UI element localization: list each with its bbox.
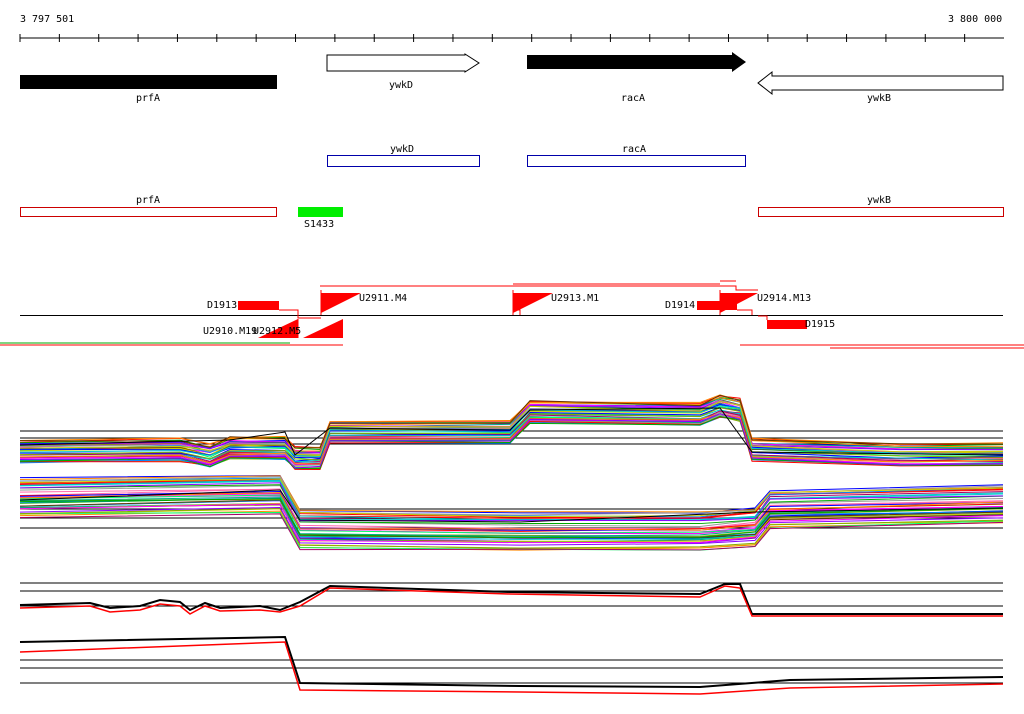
U2912-marker[interactable] (303, 319, 343, 338)
gene-ywkD-arrow[interactable] (326, 53, 480, 73)
summary-panel-forward (19, 582, 1003, 617)
cds-prfA-box[interactable] (20, 207, 277, 217)
panel1-mean-line (19, 407, 1004, 456)
cds-racA-label: racA (621, 144, 647, 155)
cds-track (20, 155, 1004, 217)
U2914-label: U2914.M13 (757, 293, 812, 304)
expression-series-line (19, 506, 1004, 546)
ruler-end-label: 3 800 000 (948, 14, 1003, 25)
panel2-mean-line (19, 489, 1004, 523)
gene-prfA-label: prfA (135, 93, 161, 104)
expression-series-line (19, 482, 1004, 522)
expression-series-line (19, 484, 1004, 525)
U2914-marker[interactable] (720, 293, 758, 313)
gene-ywkB-arrow[interactable] (757, 70, 1004, 96)
expression-series-line (19, 496, 1004, 537)
expression-series-line (19, 394, 1004, 449)
coordinate-ruler (19, 34, 1004, 42)
cds-ywkB-label: ywkB (866, 195, 892, 206)
expression-series-line (19, 492, 1004, 531)
U2910-marker[interactable] (258, 319, 298, 338)
expression-series-line (19, 405, 1004, 458)
segment-S1433-block[interactable] (298, 207, 343, 217)
cds-prfA-label: prfA (135, 195, 161, 206)
cds-ywkD-box[interactable] (327, 155, 480, 167)
U2911-marker[interactable] (321, 293, 361, 313)
expression-panel-forward (19, 394, 1004, 470)
cds-racA-box[interactable] (527, 155, 746, 167)
U2913-label: U2913.M1 (551, 293, 600, 304)
expression-series-line (19, 498, 1004, 539)
panel4-red-line (19, 641, 1004, 695)
transcript-track (0, 280, 1024, 349)
D1913-block[interactable] (238, 301, 279, 310)
panel3-red-line (19, 585, 1003, 617)
panel4-black-line (19, 635, 1004, 689)
expression-series-line (19, 413, 1004, 469)
expression-series-line (19, 507, 1004, 549)
D1915-block[interactable] (767, 320, 807, 329)
gene-racA-arrow[interactable] (527, 52, 746, 72)
expression-series-line (19, 491, 1004, 531)
ruler-start-label: 3 797 501 (20, 14, 75, 25)
gene-ywkB-label: ywkB (866, 93, 892, 104)
expression-series-line (19, 503, 1004, 544)
D1915-label: D1915 (805, 319, 836, 330)
gene-ywkD-label: ywkD (388, 80, 414, 91)
expression-series-line (19, 401, 1004, 456)
expression-series-line (19, 513, 1004, 551)
summary-panel-reverse (19, 635, 1004, 695)
U2910-label: U2910.M19 (203, 326, 258, 337)
cds-ywkB-box[interactable] (758, 207, 1004, 217)
gene-racA-label: racA (620, 93, 646, 104)
gene-track (20, 52, 1004, 96)
panel3-black-line (19, 583, 1003, 615)
cds-ywkD-label: ywkD (389, 144, 415, 155)
D1913-label: D1913 (207, 300, 238, 311)
expression-series-line (19, 407, 1004, 461)
expression-series-line (19, 478, 1004, 518)
D1914-label: D1914 (665, 300, 696, 311)
U2912-label: U2912.M5 (253, 326, 302, 337)
D1914-block[interactable] (697, 301, 737, 310)
U2911-label: U2911.M4 (359, 293, 408, 304)
gene-prfA-bar[interactable] (20, 75, 277, 89)
segment-S1433-label: S1433 (304, 219, 335, 230)
expression-panel-reverse (19, 475, 1004, 551)
expression-series-line (19, 410, 1004, 465)
U2913-marker[interactable] (513, 293, 553, 313)
